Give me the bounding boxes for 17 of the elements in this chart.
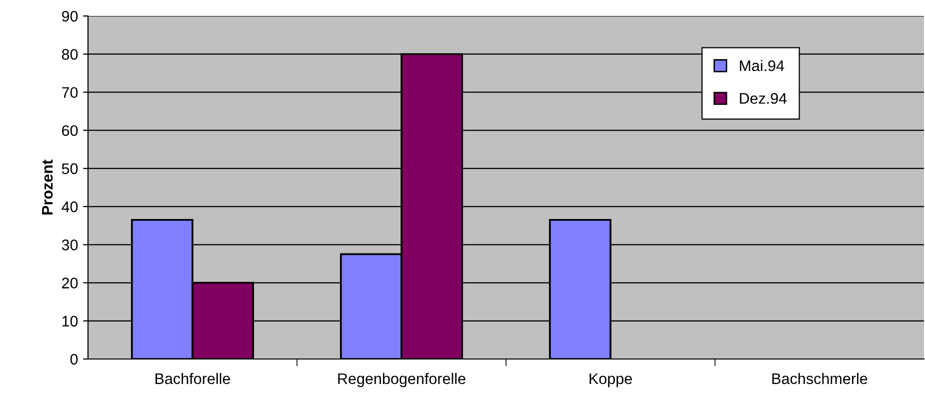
y-tick-label: 10 (62, 316, 78, 327)
y-tick-label: 40 (62, 201, 78, 212)
x-tick-label: Regenbogenforelle (338, 372, 466, 388)
legend-label: Dez.94 (740, 93, 787, 104)
x-tick-label: Bachforelle (156, 372, 230, 384)
y-tick-label: 0 (70, 354, 78, 365)
y-tick-label: 20 (62, 278, 78, 288)
y-tick-label: 70 (62, 87, 78, 98)
y-tick-label: 50 (62, 163, 78, 174)
x-tick-label: Bachschmerle (772, 372, 868, 384)
y-tick-label: 60 (62, 125, 78, 136)
legend-label: Mai.94 (740, 60, 784, 72)
x-tick-label: Koppe (590, 373, 632, 388)
y-tick-label: 30 (62, 240, 78, 250)
y-tick-label: 80 (62, 48, 78, 60)
y-tick-label: 90 (62, 10, 78, 22)
y-axis-title: Prozent (42, 160, 53, 214)
